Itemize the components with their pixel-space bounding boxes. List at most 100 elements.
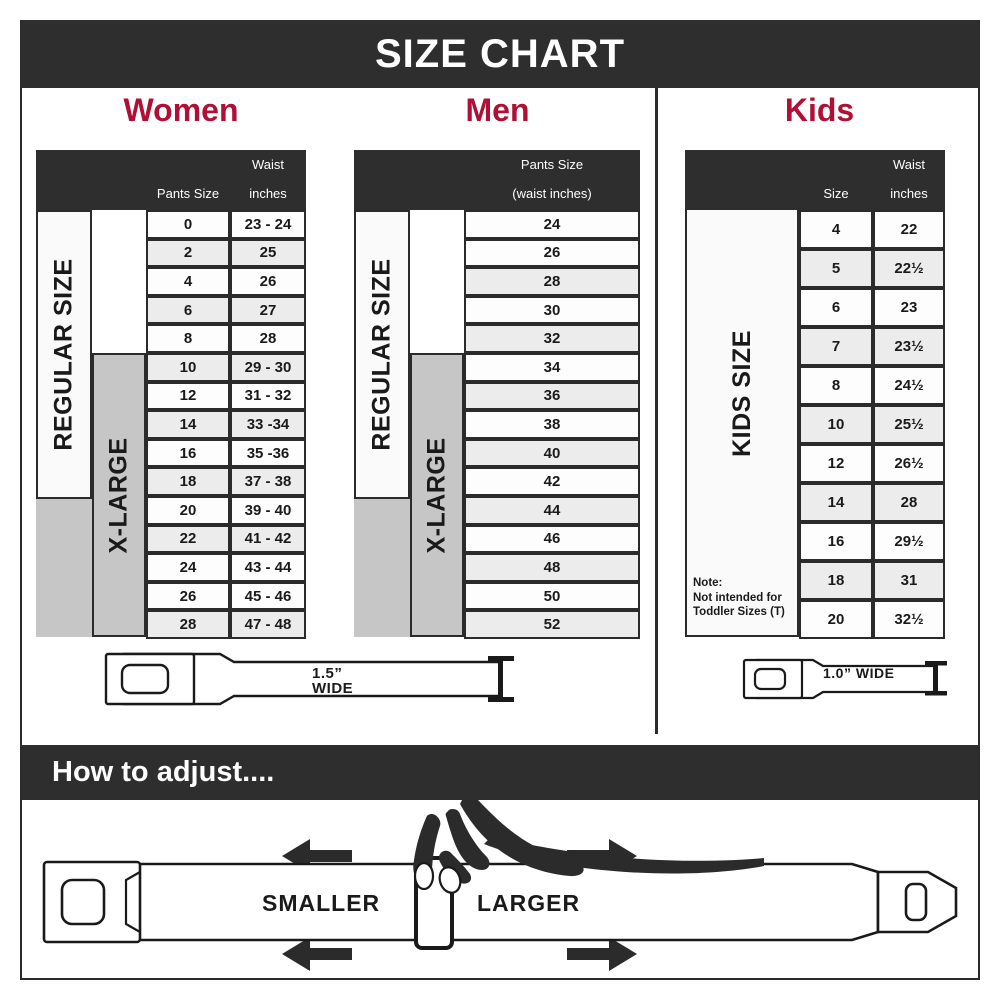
kids-belt-diagram: [739, 654, 959, 704]
women-cell-waist: 31 - 32: [230, 381, 306, 411]
kids-cell-waist: 26½: [873, 444, 945, 483]
kids-note-line1: Note:: [693, 577, 723, 589]
women-cell-waist: 33 -34: [230, 410, 306, 439]
men-cell-size: 48: [464, 553, 640, 582]
women-cell-size: 8: [146, 324, 230, 353]
title-bar: SIZE CHART: [20, 20, 980, 88]
kids-cell-waist: 28: [873, 483, 945, 522]
women-row: 16 35 -36: [146, 438, 306, 468]
kids-size-label: KIDS SIZE: [727, 330, 756, 457]
kids-cell-waist: 23: [873, 288, 945, 327]
kids-cell-waist: 31: [873, 561, 945, 600]
kids-cell-waist: 25½: [873, 405, 945, 444]
kids-cell-size: 14: [799, 483, 873, 522]
women-belt-width-label: 1.5” WIDE: [312, 665, 354, 697]
kids-title: Kids: [784, 92, 855, 128]
kids-cell-waist: 29½: [873, 522, 945, 561]
women-cell-waist: 26: [230, 267, 306, 296]
men-cell-size: 52: [464, 610, 640, 639]
women-cell-waist: 39 - 40: [230, 496, 306, 525]
women-cell-waist: 43 - 44: [230, 553, 306, 582]
kids-row: 6 23: [799, 288, 945, 327]
men-cell-size: 40: [464, 438, 640, 468]
women-title: Women: [123, 92, 239, 128]
women-cell-size: 24: [146, 553, 230, 582]
kids-cell-size: 6: [799, 288, 873, 327]
kids-cell-size: 4: [799, 210, 873, 249]
kids-cell-size: 16: [799, 522, 873, 561]
kids-row: 12 26½: [799, 444, 945, 483]
page-title: SIZE CHART: [375, 32, 625, 76]
women-cell-size: 0: [146, 210, 230, 239]
kids-cell-size: 18: [799, 561, 873, 600]
men-row: 42: [464, 467, 640, 496]
women-row: 2 25: [146, 238, 306, 268]
women-cell-waist: 37 - 38: [230, 467, 306, 496]
men-row: 46: [464, 524, 640, 554]
women-cell-size: 16: [146, 438, 230, 468]
men-cell-size: 34: [464, 353, 640, 382]
men-row: 48: [464, 553, 640, 582]
kids-table-header: Size Waist inches: [685, 150, 945, 210]
women-cell-size: 22: [146, 524, 230, 554]
men-row: 50: [464, 581, 640, 611]
women-cell-waist: 29 - 30: [230, 353, 306, 382]
men-cell-size: 36: [464, 381, 640, 411]
women-cell-size: 14: [146, 410, 230, 439]
women-row: 6 27: [146, 295, 306, 325]
kids-belt-width-label: 1.0” WIDE: [823, 665, 895, 681]
kids-row: 14 28: [799, 483, 945, 522]
belt-tip: [876, 870, 958, 934]
women-col-pants-size: Pants Size: [156, 186, 220, 202]
women-row: 28 47 - 48: [146, 610, 306, 639]
kids-note-line2: Not intended for: [693, 591, 782, 604]
howto-adjust-title: How to adjust....: [52, 756, 275, 788]
women-cell-waist: 45 - 46: [230, 581, 306, 611]
men-row: 26: [464, 238, 640, 268]
kids-row: 4 22: [799, 210, 945, 249]
women-cell-size: 10: [146, 353, 230, 382]
women-row: 8 28: [146, 324, 306, 353]
kids-cell-waist: 24½: [873, 366, 945, 405]
women-xlarge-label: X-LARGE: [104, 437, 133, 553]
men-title: Men: [465, 92, 530, 128]
women-row: 22 41 - 42: [146, 524, 306, 554]
women-row: 12 31 - 32: [146, 381, 306, 411]
kids-row: 7 23½: [799, 327, 945, 366]
kids-note: Note: Not intended for Toddler Sizes (T): [693, 576, 797, 620]
kids-row: 16 29½: [799, 522, 945, 561]
women-row: 0 23 - 24: [146, 210, 306, 239]
women-row: 20 39 - 40: [146, 496, 306, 525]
adjust-illustration: SMALLER LARGER: [22, 800, 978, 978]
women-cell-waist: 47 - 48: [230, 610, 306, 639]
women-col-waist: Waist inches: [249, 157, 287, 202]
men-row: 38: [464, 410, 640, 439]
men-row: 34: [464, 353, 640, 382]
kids-cell-size: 12: [799, 444, 873, 483]
kids-row: 5 22½: [799, 249, 945, 288]
women-cell-size: 20: [146, 496, 230, 525]
men-row: 32: [464, 324, 640, 353]
women-row: 18 37 - 38: [146, 467, 306, 496]
kids-row: 10 25½: [799, 405, 945, 444]
kids-row: 18 31: [799, 561, 945, 600]
men-row: 28: [464, 267, 640, 296]
men-cell-size: 30: [464, 295, 640, 325]
kids-cell-size: 10: [799, 405, 873, 444]
kids-col-size: Size: [823, 186, 849, 202]
women-row: 4 26: [146, 267, 306, 296]
women-row: 14 33 -34: [146, 410, 306, 439]
women-cell-size: 6: [146, 295, 230, 325]
men-cell-size: 38: [464, 410, 640, 439]
smaller-label: SMALLER: [262, 890, 381, 916]
men-col-pants-size: Pants Size (waist inches): [512, 157, 592, 202]
larger-label: LARGER: [477, 890, 581, 916]
panel-kids: Kids KIDS SIZE Note: Not intended for To…: [661, 88, 978, 734]
kids-cell-size: 7: [799, 327, 873, 366]
belt-buckle: [42, 860, 142, 944]
women-cell-waist: 41 - 42: [230, 524, 306, 554]
adjust-belt-svg: [42, 800, 958, 971]
hand-illustration: [413, 800, 764, 884]
kids-cell-waist: 23½: [873, 327, 945, 366]
men-cell-size: 44: [464, 496, 640, 525]
